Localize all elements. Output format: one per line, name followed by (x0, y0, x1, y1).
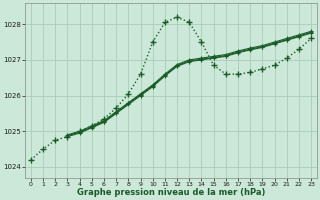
X-axis label: Graphe pression niveau de la mer (hPa): Graphe pression niveau de la mer (hPa) (77, 188, 265, 197)
